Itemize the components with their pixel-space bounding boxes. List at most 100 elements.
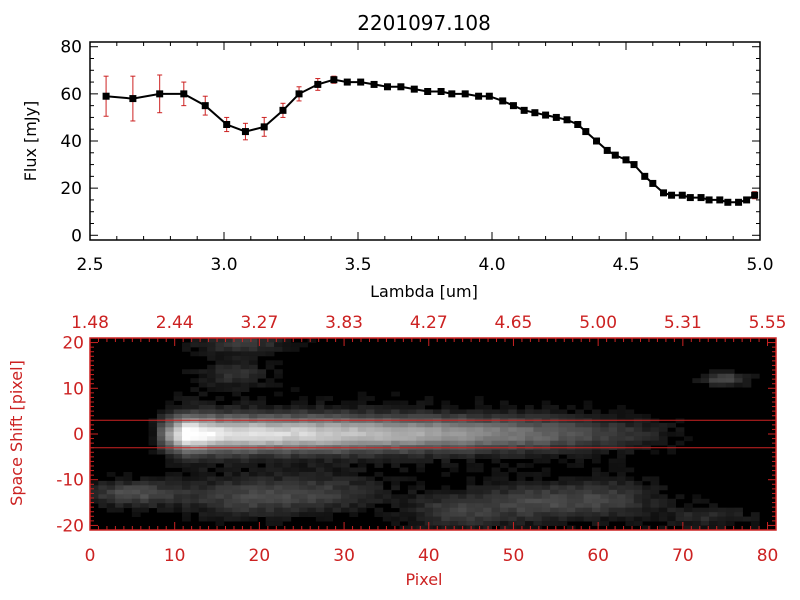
heatmap-cell (357, 391, 367, 397)
heatmap-cell (307, 431, 317, 437)
heatmap-cell (248, 422, 258, 428)
heatmap-cell (491, 480, 501, 486)
heatmap-cell (265, 436, 275, 442)
bottom-x-tick-label: 0 (85, 546, 96, 566)
heatmap-cell (232, 387, 241, 392)
heatmap-cell (257, 485, 267, 491)
heatmap-cell (683, 521, 693, 526)
heatmap-cell (299, 400, 308, 406)
heatmap-cell (207, 369, 216, 375)
heatmap-cell (608, 427, 618, 433)
bottom-y-tick-label: 10 (62, 379, 84, 399)
heatmap-cell (516, 431, 526, 437)
heatmap-cell (533, 454, 543, 459)
heatmap-cell (198, 422, 208, 428)
heatmap-cell (232, 346, 241, 352)
heatmap-cell (223, 471, 233, 477)
heatmap-cell (658, 494, 668, 500)
heatmap-cell (382, 422, 392, 428)
heatmap-cell (290, 449, 300, 455)
heatmap-cell (340, 489, 350, 495)
heatmap-cell (315, 467, 325, 473)
heatmap-cell (248, 480, 258, 486)
heatmap-cell (499, 480, 509, 486)
data-point (509, 102, 517, 110)
heatmap-cell (156, 422, 166, 428)
heatmap-cell (332, 476, 342, 482)
heatmap-cell (190, 463, 200, 468)
heatmap-cell (575, 436, 584, 442)
heatmap-cell (608, 480, 618, 486)
heatmap-cell (274, 409, 283, 415)
heatmap-cell (617, 471, 626, 477)
heatmap-cell (274, 373, 283, 379)
heatmap-cell (441, 413, 451, 419)
top-y-tick-label: 80 (60, 38, 82, 58)
heatmap-cell (198, 440, 208, 446)
heatmap-cell (516, 471, 526, 477)
heatmap-cell (575, 409, 584, 415)
heatmap-cell (474, 404, 484, 410)
heatmap-cell (240, 382, 250, 388)
heatmap-cell (148, 427, 158, 433)
heatmap-cell (374, 422, 384, 428)
heatmap-cell (274, 467, 283, 473)
heatmap-cell (407, 489, 417, 495)
data-point (641, 172, 649, 180)
heatmap-cell (525, 449, 534, 455)
top-y-axis-label: Flux [mJy] (21, 101, 40, 182)
heatmap-cell (533, 436, 543, 442)
heatmap-cell (340, 404, 350, 410)
heatmap-cell (274, 503, 283, 509)
heatmap-cell (282, 512, 292, 518)
heatmap-cell (248, 360, 258, 366)
heatmap-cell (265, 503, 275, 509)
top-axis-tick-label: 5.55 (749, 313, 787, 333)
heatmap-cell (525, 436, 534, 442)
heatmap-cell (190, 431, 200, 437)
heatmap-cell (566, 422, 576, 428)
heatmap-cell (274, 476, 283, 482)
heatmap-cell (709, 516, 718, 522)
heatmap-cell (324, 454, 334, 459)
heatmap-cell (357, 476, 367, 482)
heatmap-cell (366, 454, 375, 459)
heatmap-cell (274, 422, 283, 428)
heatmap-cell (525, 512, 534, 518)
heatmap-cell (248, 351, 258, 357)
heatmap-cell (750, 512, 760, 518)
heatmap-cell (248, 431, 258, 437)
heatmap-cell (307, 507, 317, 513)
heatmap-cell (734, 507, 743, 513)
heatmap-cell (692, 516, 702, 522)
heatmap-cell (198, 471, 208, 477)
heatmap-cell (173, 476, 183, 482)
heatmap-cell (349, 476, 359, 482)
heatmap-cell (332, 409, 342, 415)
heatmap-cell (140, 503, 149, 509)
heatmap-cell (458, 427, 467, 433)
heatmap-cell (90, 485, 99, 491)
heatmap-cell (349, 449, 359, 455)
heatmap-cell (508, 418, 518, 424)
heatmap-cell (675, 507, 685, 513)
heatmap-cell (433, 449, 442, 455)
heatmap-cell (466, 427, 476, 433)
heatmap-cell (140, 476, 149, 482)
heatmap-cell (232, 391, 241, 397)
heatmap-cell (165, 498, 175, 504)
heatmap-cell (207, 449, 216, 455)
heatmap-cell (491, 440, 501, 446)
heatmap-cell (182, 346, 191, 352)
heatmap-cell (617, 467, 626, 473)
heatmap-cell (449, 418, 459, 424)
heatmap-cell (433, 516, 442, 522)
heatmap-cell (391, 454, 400, 459)
heatmap-cell (307, 503, 317, 509)
heatmap-cell (441, 422, 451, 428)
heatmap-cell (315, 436, 325, 442)
top-x-tick-label: 3.0 (210, 255, 237, 275)
heatmap-cell (625, 507, 635, 513)
heatmap-cell (324, 404, 334, 410)
heatmap-cell (466, 458, 476, 464)
